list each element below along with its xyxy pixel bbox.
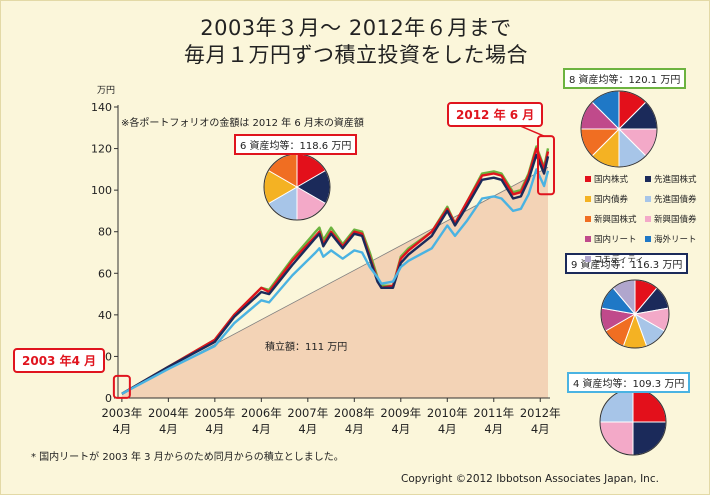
legend-label: 先進国債券 bbox=[654, 195, 697, 205]
x-tick-label: 2003年 bbox=[101, 406, 142, 420]
y-tick-label: 80 bbox=[98, 226, 112, 239]
legend-item: コモディティ bbox=[585, 253, 645, 267]
legend-label: 新興国債券 bbox=[654, 215, 697, 225]
y-axis-unit: 万円 bbox=[97, 85, 115, 96]
legend-swatch bbox=[645, 175, 651, 182]
x-tick-label: 2010年 bbox=[427, 406, 468, 420]
pie-label-eight: 8 資産均等：120.1 万円 bbox=[563, 68, 687, 89]
chart-title-line1: 2003年３月～ 2012年６月まで bbox=[200, 16, 512, 40]
pie-label-nine: 9 資産均等：116.3 万円 bbox=[565, 253, 689, 274]
x-tick-sublabel: 4月 bbox=[484, 422, 503, 436]
x-tick-label: 2007年 bbox=[287, 406, 328, 420]
legend-item: 国内株式 bbox=[585, 173, 645, 187]
pie-label-six: 6 資産均等：118.6 万円 bbox=[234, 134, 358, 155]
x-tick-sublabel: 4月 bbox=[438, 422, 457, 436]
x-tick-label: 2008年 bbox=[334, 406, 375, 420]
pie-eight-outline bbox=[580, 90, 658, 168]
legend-swatch bbox=[585, 255, 591, 262]
x-tick-sublabel: 4月 bbox=[205, 422, 224, 436]
x-tick-label: 2009年 bbox=[380, 406, 421, 420]
x-tick-sublabel: 4月 bbox=[112, 422, 131, 436]
legend-label: 海外リート bbox=[654, 235, 697, 245]
portfolio-note: ※各ポートフォリオの金額は 2012 年 6 月末の資産額 bbox=[121, 118, 364, 129]
x-tick-sublabel: 4月 bbox=[252, 422, 271, 436]
legend-item: 海外リート bbox=[645, 233, 705, 247]
legend-item: 国内債券 bbox=[585, 193, 645, 207]
legend-item: 先進国債券 bbox=[645, 193, 705, 207]
asset-legend: 国内株式 先進国株式 国内債券 先進国債券 新興国株式 新興国債券 国内リート 海外リー… bbox=[585, 167, 707, 267]
callout-start: 2003 年4 月 bbox=[13, 348, 106, 373]
callout-end: 2012 年 6 月 bbox=[447, 102, 544, 127]
legend-swatch bbox=[645, 215, 651, 222]
y-tick-label: 60 bbox=[98, 267, 112, 280]
y-tick-label: 0 bbox=[105, 392, 112, 405]
series-line-2 bbox=[121, 153, 550, 395]
legend-label: 国内債券 bbox=[594, 195, 629, 205]
legend-label: 国内リート bbox=[594, 235, 637, 245]
contribution-label: 積立額：111 万円 bbox=[265, 342, 348, 353]
legend-label: コモディティ bbox=[594, 255, 644, 265]
end-highlight-box bbox=[537, 135, 555, 196]
series-line-3 bbox=[121, 168, 550, 395]
legend-item: 国内リート bbox=[585, 233, 645, 247]
legend-swatch bbox=[645, 195, 651, 202]
legend-swatch bbox=[585, 195, 591, 202]
x-tick-label: 2012年 bbox=[520, 406, 561, 420]
x-tick-sublabel: 4月 bbox=[298, 422, 317, 436]
legend-label: 先進国株式 bbox=[654, 175, 697, 185]
footnote: * 国内リートが 2003 年 3 月からのため同月からの積立としました。 bbox=[31, 452, 344, 463]
y-tick-label: 140 bbox=[91, 101, 112, 114]
contribution-area bbox=[121, 167, 548, 398]
x-tick-sublabel: 4月 bbox=[531, 422, 550, 436]
legend-swatch bbox=[645, 235, 651, 242]
y-tick-label: 40 bbox=[98, 309, 112, 322]
legend-swatch bbox=[585, 235, 591, 242]
legend-label: 新興国株式 bbox=[594, 215, 637, 225]
legend-swatch bbox=[585, 175, 591, 182]
legend-item: 先進国株式 bbox=[645, 173, 705, 187]
x-tick-sublabel: 4月 bbox=[345, 422, 364, 436]
pie-label-four: 4 資産均等：109.3 万円 bbox=[567, 372, 691, 393]
x-tick-label: 2004年 bbox=[148, 406, 189, 420]
x-tick-sublabel: 4月 bbox=[391, 422, 410, 436]
legend-swatch bbox=[585, 215, 591, 222]
x-tick-label: 2005年 bbox=[194, 406, 235, 420]
x-tick-label: 2006年 bbox=[241, 406, 282, 420]
x-tick-sublabel: 4月 bbox=[159, 422, 178, 436]
y-tick-label: 120 bbox=[91, 143, 112, 156]
legend-label: 国内株式 bbox=[594, 175, 629, 185]
chart-title-line2: 毎月１万円ずつ積立投資をした場合 bbox=[184, 43, 528, 67]
legend-item: 新興国株式 bbox=[585, 213, 645, 227]
y-tick-label: 100 bbox=[91, 184, 112, 197]
pie-nine-outline bbox=[600, 279, 670, 349]
x-tick-label: 2011年 bbox=[473, 406, 514, 420]
start-highlight-box bbox=[112, 374, 131, 399]
legend-item: 新興国債券 bbox=[645, 213, 705, 227]
copyright: Copyright ©2012 Ibbotson Associates Japa… bbox=[401, 473, 659, 485]
